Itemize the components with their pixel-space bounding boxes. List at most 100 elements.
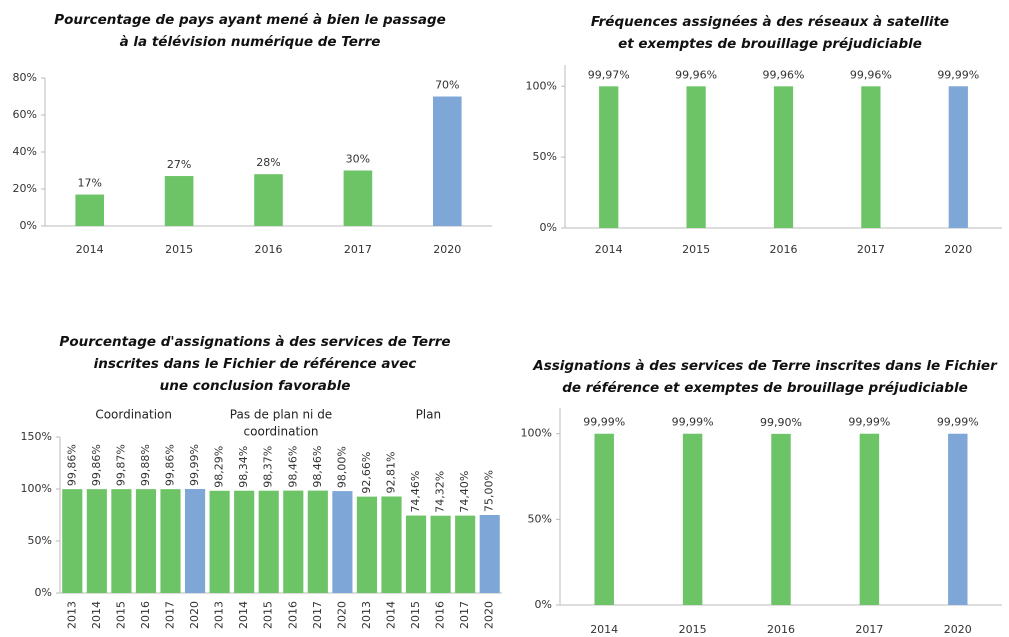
bar — [164, 176, 194, 226]
value-label: 92,81% — [385, 452, 398, 494]
x-tick-label: 2020 — [335, 601, 348, 629]
y-tick-label: 80% — [13, 71, 37, 84]
group-label: Plan — [416, 408, 442, 422]
chart-title: Fréquences assignées à des réseaux à sat… — [591, 14, 949, 30]
bar — [948, 86, 968, 228]
value-label: 99,99% — [937, 68, 979, 81]
value-label: 99,87% — [114, 444, 127, 486]
value-label: 28% — [256, 156, 280, 169]
x-tick-label: 2013 — [360, 601, 373, 629]
value-label: 99,99% — [848, 416, 890, 429]
y-tick-label: 0% — [20, 219, 37, 232]
y-tick-label: 50% — [533, 150, 557, 163]
x-tick-label: 2015 — [409, 601, 422, 629]
group-label: Pas de plan ni de — [230, 408, 332, 422]
chart-title: à la télévision numérique de Terre — [120, 34, 381, 50]
x-tick-label: 2014 — [76, 243, 104, 256]
bar — [455, 515, 476, 593]
x-tick-label: 2016 — [255, 243, 283, 256]
group-label: coordination — [244, 425, 319, 439]
value-label: 99,99% — [188, 444, 201, 486]
y-tick-label: 100% — [526, 79, 557, 92]
value-label: 99,86% — [65, 444, 78, 486]
y-tick-label: 20% — [13, 182, 37, 195]
bar — [343, 170, 373, 226]
x-tick-label: 2020 — [944, 243, 972, 256]
value-label: 99,99% — [672, 416, 714, 429]
x-tick-label: 2015 — [682, 243, 710, 256]
bar — [135, 489, 157, 593]
x-tick-label: 2015 — [262, 601, 275, 629]
value-label: 99,86% — [164, 444, 177, 486]
x-tick-label: 2013 — [213, 601, 226, 629]
bar — [381, 496, 402, 593]
y-tick-label: 60% — [13, 108, 37, 121]
bar — [948, 433, 968, 605]
chart-title: Assignations à des services de Terre ins… — [532, 358, 998, 374]
bar — [160, 489, 181, 593]
value-label: 75,00% — [483, 470, 496, 512]
bar — [62, 489, 83, 593]
bar — [209, 490, 230, 593]
x-tick-label: 2015 — [679, 623, 707, 636]
value-label: 99,86% — [90, 444, 103, 486]
group-label: Coordination — [95, 408, 172, 422]
x-tick-label: 2014 — [590, 623, 618, 636]
bar — [86, 489, 107, 593]
chart-title: Pourcentage d'assignations à des service… — [59, 334, 450, 350]
value-label: 92,66% — [360, 452, 373, 494]
value-label: 98,46% — [286, 446, 299, 488]
bar — [594, 433, 614, 605]
chart-title: de référence et exemptes de brouillage p… — [562, 380, 967, 396]
bar — [234, 490, 255, 593]
bar — [599, 86, 619, 228]
value-label: 99,97% — [588, 68, 630, 81]
y-tick-label: 0% — [535, 598, 552, 611]
bar — [356, 496, 378, 593]
value-label: 70% — [435, 79, 459, 92]
bar — [254, 174, 283, 226]
x-tick-label: 2017 — [344, 243, 372, 256]
bar — [771, 433, 791, 605]
chart-title: Pourcentage de pays ayant mené à bien le… — [54, 12, 446, 28]
x-tick-label: 2017 — [164, 601, 177, 629]
y-tick-label: 150% — [21, 430, 52, 443]
value-label: 27% — [167, 158, 191, 171]
value-label: 99,99% — [937, 416, 979, 429]
bar — [479, 515, 500, 593]
bar — [682, 433, 703, 605]
y-tick-label: 40% — [13, 145, 37, 158]
value-label: 98,34% — [237, 446, 250, 488]
value-label: 99,96% — [763, 68, 805, 81]
x-tick-label: 2014 — [595, 243, 623, 256]
x-tick-label: 2017 — [855, 623, 883, 636]
bar — [432, 96, 462, 226]
y-tick-label: 50% — [28, 534, 52, 547]
chart-title: une conclusion favorable — [160, 378, 351, 394]
x-tick-label: 2017 — [311, 601, 324, 629]
x-tick-label: 2016 — [286, 601, 299, 629]
bar — [111, 489, 132, 593]
bar — [859, 433, 880, 605]
x-tick-label: 2014 — [90, 601, 103, 629]
bar — [405, 515, 427, 593]
y-tick-label: 50% — [528, 512, 552, 525]
bar — [686, 86, 706, 228]
value-label: 30% — [346, 153, 370, 166]
x-tick-label: 2020 — [433, 243, 461, 256]
value-label: 99,96% — [675, 68, 717, 81]
x-tick-label: 2013 — [65, 601, 78, 629]
bar — [258, 490, 279, 593]
y-tick-label: 100% — [521, 427, 552, 440]
x-tick-label: 2020 — [188, 601, 201, 629]
bar — [861, 86, 881, 228]
bar — [184, 489, 206, 593]
x-tick-label: 2014 — [385, 601, 398, 629]
chart-title: inscrites dans le Fichier de référence a… — [94, 356, 417, 372]
y-tick-label: 100% — [21, 482, 52, 495]
y-tick-label: 0% — [540, 221, 557, 234]
bar — [430, 515, 451, 593]
bar — [283, 490, 304, 593]
x-tick-label: 2016 — [434, 601, 447, 629]
